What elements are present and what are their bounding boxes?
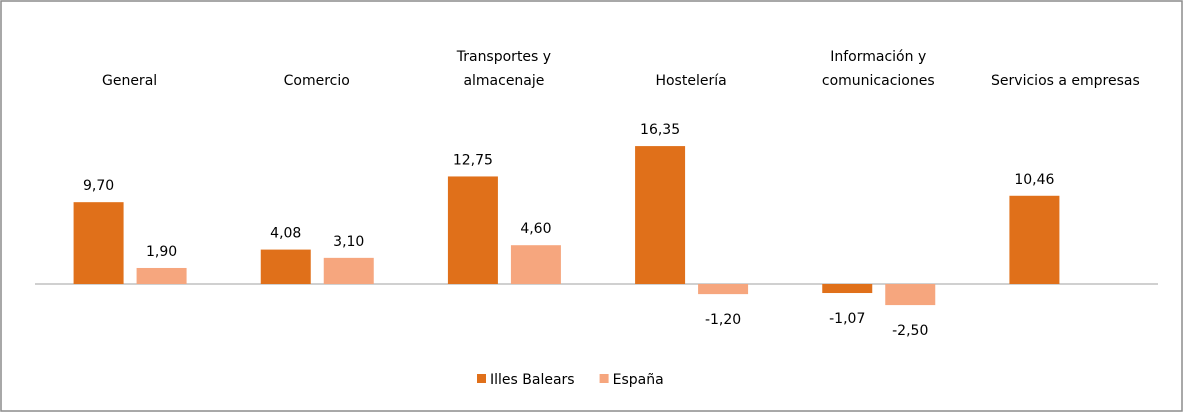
category-label: Hostelería	[655, 73, 726, 89]
value-label: 9,70	[83, 178, 114, 194]
value-label: 4,08	[270, 226, 301, 242]
category-label: Transportes y	[456, 49, 551, 65]
value-label: 10,46	[1014, 172, 1054, 188]
value-label: 4,60	[520, 221, 551, 237]
bar	[698, 284, 749, 295]
category-label: Servicios a empresas	[991, 73, 1140, 89]
category-label: General	[102, 73, 157, 89]
bar	[260, 249, 311, 284]
bar	[1009, 195, 1060, 284]
bar	[73, 202, 124, 284]
bar	[447, 176, 498, 284]
bar	[510, 245, 561, 284]
bar	[885, 284, 936, 306]
value-label: 16,35	[640, 122, 680, 138]
value-label: 1,90	[146, 244, 177, 260]
value-label: -1,07	[829, 311, 865, 327]
value-label: 3,10	[333, 234, 364, 250]
value-label: 12,75	[453, 152, 493, 168]
bar	[323, 257, 374, 284]
category-label: comunicaciones	[822, 73, 935, 89]
bar	[822, 284, 873, 294]
bar	[136, 267, 187, 284]
value-label: -2,50	[892, 323, 928, 339]
category-label: Comercio	[284, 73, 350, 89]
bar	[635, 146, 686, 284]
legend-swatch	[599, 374, 609, 383]
category-label: Información y	[830, 49, 926, 65]
legend-swatch	[477, 374, 486, 383]
value-label: -1,20	[705, 312, 741, 328]
category-label: almacenaje	[463, 73, 544, 89]
legend-label: Illes Balears	[490, 372, 575, 388]
legend-label: España	[613, 372, 664, 388]
